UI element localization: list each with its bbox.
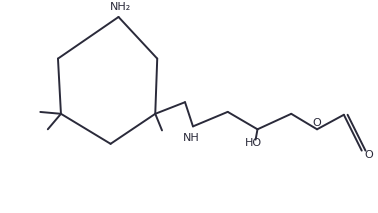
Text: O: O <box>364 150 373 160</box>
Text: NH: NH <box>183 133 200 143</box>
Text: HO: HO <box>245 138 262 148</box>
Text: O: O <box>313 118 321 128</box>
Text: NH₂: NH₂ <box>110 2 131 12</box>
